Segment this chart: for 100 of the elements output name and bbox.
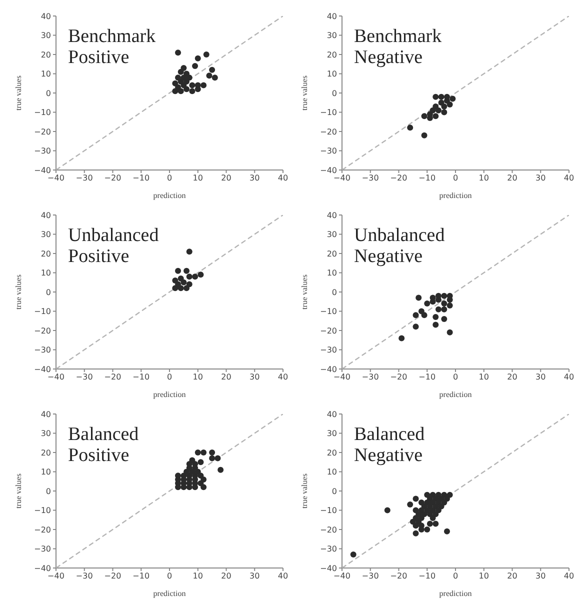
x-tick-label: 40 — [564, 174, 574, 183]
point — [186, 281, 192, 288]
y-tick-label: 20 — [326, 50, 337, 60]
x-tick-label: −30 — [362, 372, 379, 382]
point — [444, 528, 450, 534]
x-axis-title: prediction — [153, 191, 186, 200]
point — [200, 450, 207, 456]
y-tick-label: 40 — [40, 12, 51, 21]
point — [192, 63, 198, 70]
x-tick-label: −10 — [132, 572, 150, 581]
point — [175, 50, 182, 56]
y-tick-label: 20 — [326, 448, 337, 458]
point — [398, 335, 405, 342]
y-axis-title: true values — [300, 274, 309, 310]
point — [412, 324, 419, 330]
point — [209, 455, 216, 462]
x-tick-label: 0 — [452, 174, 458, 183]
x-tick-label: 10 — [192, 174, 203, 183]
point — [172, 88, 178, 94]
point — [412, 530, 419, 536]
y-axis-title: true values — [14, 274, 23, 310]
x-tick-label: 10 — [478, 572, 489, 581]
point — [424, 526, 430, 532]
point — [186, 274, 192, 280]
y-tick-label: 0 — [332, 288, 337, 297]
y-tick-label: −20 — [320, 127, 337, 136]
x-tick-label: 20 — [507, 174, 518, 183]
point — [450, 96, 456, 102]
x-tick-label: −10 — [418, 174, 436, 183]
point — [175, 268, 182, 274]
point — [198, 272, 204, 278]
y-tick-label: 30 — [40, 31, 51, 40]
x-tick-label: 40 — [278, 572, 288, 581]
point — [214, 455, 221, 462]
x-tick-label: 10 — [192, 372, 203, 382]
point — [209, 450, 216, 456]
x-tick-label: −20 — [104, 372, 122, 382]
y-tick-label: −40 — [34, 166, 51, 175]
y-axis-title: true values — [300, 76, 309, 110]
point — [446, 302, 453, 308]
y-tick-label: 0 — [332, 88, 337, 98]
point — [200, 82, 207, 88]
point — [184, 86, 190, 92]
x-tick-label: 0 — [452, 372, 458, 382]
y-tick-label: 20 — [40, 249, 51, 258]
point — [441, 306, 448, 312]
x-tick-label: 0 — [166, 372, 172, 382]
x-tick-label: 30 — [536, 174, 546, 183]
point — [218, 466, 224, 473]
y-tick-label: −20 — [34, 525, 51, 534]
y-tick-label: −10 — [320, 307, 337, 316]
x-tick-label: −20 — [390, 372, 408, 382]
point — [175, 74, 182, 81]
point — [432, 113, 439, 120]
point — [438, 94, 444, 100]
y-tick-label: 30 — [326, 31, 337, 40]
x-tick-label: −30 — [76, 572, 93, 581]
text: Balanced Negative — [354, 424, 425, 466]
point — [441, 292, 448, 299]
x-tick-label: 40 — [278, 174, 288, 183]
point — [178, 285, 184, 292]
y-tick-label: 10 — [40, 268, 51, 278]
y-tick-label: −30 — [320, 346, 337, 355]
point — [424, 300, 430, 307]
point — [421, 312, 428, 318]
y-tick-label: −10 — [320, 108, 337, 118]
y-tick-label: −10 — [34, 108, 51, 118]
x-tick-label: 0 — [166, 572, 172, 581]
y-tick-label: 10 — [326, 268, 337, 278]
x-axis-title: prediction — [153, 390, 186, 399]
point — [194, 450, 201, 456]
point — [432, 314, 439, 320]
point — [212, 74, 218, 81]
x-tick-label: −10 — [418, 372, 436, 382]
text: Unbalanced Negative — [354, 225, 445, 267]
y-tick-label: 30 — [40, 429, 51, 438]
text: Unbalanced Positive — [68, 225, 159, 267]
y-tick-label: 40 — [326, 410, 337, 419]
point — [421, 113, 428, 120]
x-tick-label: 30 — [250, 372, 260, 382]
y-tick-label: −30 — [34, 146, 51, 156]
point — [446, 329, 453, 336]
x-tick-label: −20 — [390, 174, 408, 183]
y-tick-label: 10 — [40, 70, 51, 79]
x-axis-title: prediction — [153, 589, 186, 598]
x-tick-label: 20 — [221, 572, 232, 581]
point — [441, 103, 448, 110]
y-tick-label: 10 — [326, 468, 337, 477]
x-tick-label: 40 — [564, 372, 574, 382]
x-tick-label: −10 — [132, 174, 150, 183]
y-tick-label: 40 — [40, 210, 51, 220]
y-tick-label: 30 — [326, 230, 337, 240]
x-tick-label: −30 — [362, 572, 379, 581]
x-tick-label: −20 — [390, 572, 408, 581]
x-tick-label: 40 — [564, 572, 574, 581]
y-tick-label: −20 — [320, 326, 337, 336]
point — [189, 82, 196, 88]
y-tick-label: 20 — [40, 50, 51, 60]
x-tick-label: 20 — [221, 372, 232, 382]
y-tick-label: 10 — [40, 468, 51, 477]
